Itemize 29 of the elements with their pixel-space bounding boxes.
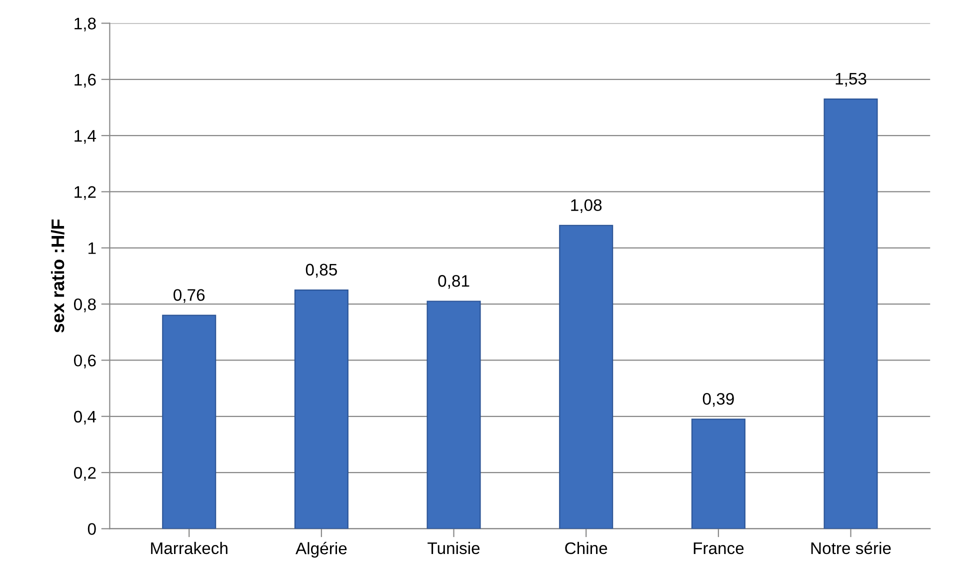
y-tick-label: 0,4 bbox=[74, 410, 96, 425]
bar bbox=[691, 418, 746, 529]
bar bbox=[294, 289, 348, 529]
y-tick-label: 0,6 bbox=[74, 354, 96, 368]
y-tick-label: 0,8 bbox=[74, 298, 96, 312]
y-tick-label: 0 bbox=[88, 523, 96, 535]
y-tick-label: 1,2 bbox=[74, 186, 96, 200]
data-label: 0,76 bbox=[174, 289, 205, 303]
y-axis-title: sex ratio :H/F bbox=[50, 219, 64, 333]
data-label: 0,39 bbox=[702, 392, 734, 407]
y-tick-label: 1,4 bbox=[74, 130, 96, 144]
data-label: 0,81 bbox=[438, 275, 470, 289]
bar bbox=[824, 98, 878, 529]
y-tick-label: 0,2 bbox=[74, 466, 96, 481]
bar bbox=[162, 314, 216, 529]
y-tick-label: 1,8 bbox=[74, 18, 96, 32]
data-label: 1,08 bbox=[571, 199, 602, 213]
x-tick-label: Marrakech bbox=[151, 542, 228, 554]
x-tick-label: Chine bbox=[565, 542, 608, 554]
x-tick-label: Algérie bbox=[296, 542, 347, 558]
bar bbox=[559, 224, 614, 529]
data-label: 0,85 bbox=[306, 264, 337, 278]
x-tick-label: Tunisie bbox=[428, 542, 480, 554]
x-tick-label: France bbox=[694, 542, 744, 554]
y-tick-label: 1 bbox=[88, 242, 96, 254]
y-tick-label: 1,6 bbox=[74, 74, 96, 88]
data-label: 1,53 bbox=[836, 72, 866, 87]
x-tick-label: Notre série bbox=[811, 542, 891, 554]
bar bbox=[426, 300, 481, 529]
